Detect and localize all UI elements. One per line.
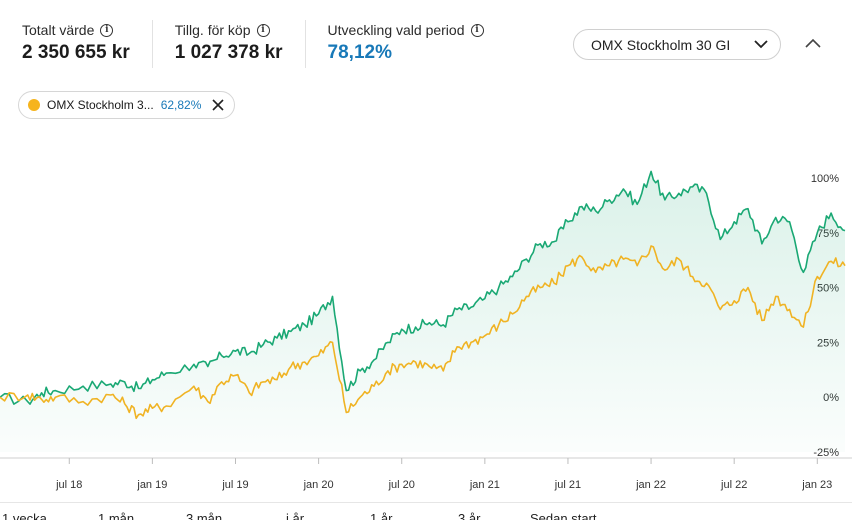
stat-available-to-buy: Tillg. för köp i 1 027 378 kr bbox=[175, 20, 306, 68]
chevron-down-icon bbox=[754, 40, 768, 49]
stat-label: Tillg. för köp bbox=[174, 22, 251, 38]
chip-change: 62,82% bbox=[160, 98, 202, 112]
stat-period-development: Utveckling vald period i 78,12% bbox=[328, 20, 506, 68]
chevron-up-icon[interactable] bbox=[804, 36, 822, 52]
comparison-chip: OMX Stockholm 3... 62,82% bbox=[18, 91, 236, 119]
info-icon[interactable]: i bbox=[470, 23, 484, 37]
period-button-ytd[interactable]: i år bbox=[286, 511, 305, 520]
x-tick-label: jul 20 bbox=[388, 479, 415, 491]
x-tick-label: jul 19 bbox=[221, 479, 248, 491]
portfolio-stats: Totalt värde i 2 350 655 kr Tillg. för k… bbox=[22, 20, 528, 68]
index-select-label: OMX Stockholm 30 GI bbox=[591, 36, 731, 53]
index-color-dot bbox=[28, 99, 40, 111]
x-tick-label: jul 18 bbox=[55, 479, 82, 491]
x-tick-label: jan 19 bbox=[136, 479, 167, 491]
stat-label: Totalt värde bbox=[22, 22, 95, 38]
x-tick-label: jan 21 bbox=[469, 479, 500, 491]
period-button-3y[interactable]: 3 år bbox=[458, 511, 481, 520]
stat-label: Utveckling vald period bbox=[327, 22, 465, 38]
x-tick-label: jul 22 bbox=[720, 479, 747, 491]
period-button-1m[interactable]: 1 mån bbox=[98, 511, 135, 520]
info-icon[interactable]: i bbox=[256, 23, 270, 37]
x-tick-label: jan 23 bbox=[801, 479, 832, 491]
x-tick-label: jan 20 bbox=[303, 479, 334, 491]
chart-series bbox=[0, 170, 846, 452]
portfolio-area bbox=[0, 171, 845, 452]
period-selector: 1 vecka 1 mån 3 mån i år 1 år 3 år Sedan… bbox=[0, 502, 852, 520]
x-tick-label: jul 21 bbox=[554, 479, 581, 491]
info-icon[interactable]: i bbox=[100, 23, 114, 37]
period-button-since-start[interactable]: Sedan start bbox=[530, 511, 597, 520]
close-icon[interactable] bbox=[212, 99, 224, 111]
y-tick-label: 100% bbox=[811, 173, 839, 185]
index-line bbox=[0, 245, 846, 420]
stat-value: 1 027 378 kr bbox=[174, 42, 283, 63]
portfolio-line bbox=[0, 170, 846, 405]
stat-value: 2 350 655 kr bbox=[22, 42, 130, 63]
period-button-1y[interactable]: 1 år bbox=[370, 511, 393, 520]
x-axis: jul 18 jan 19 jul 19 jan 20 jul 20 jan 21 jul … bbox=[55, 458, 832, 491]
period-button-1w[interactable]: 1 vecka bbox=[2, 511, 47, 520]
x-tick-label: jan 22 bbox=[635, 479, 666, 491]
chip-label: OMX Stockholm 3... bbox=[47, 98, 154, 112]
stat-total-value: Totalt värde i 2 350 655 kr bbox=[22, 20, 153, 68]
index-select[interactable]: OMX Stockholm 30 GI bbox=[573, 29, 781, 60]
stat-value: 78,12% bbox=[327, 42, 392, 63]
period-button-3m[interactable]: 3 mån bbox=[186, 511, 223, 520]
